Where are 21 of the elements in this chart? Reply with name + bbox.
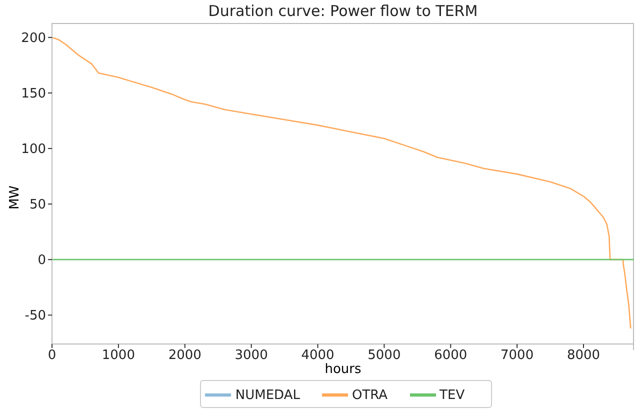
x-tick-label: 5000 — [368, 348, 401, 364]
legend-label: NUMEDAL — [235, 388, 300, 403]
y-tick-label: 200 — [21, 31, 46, 46]
x-tick-label: 8000 — [566, 348, 600, 364]
x-tick-label: 6000 — [434, 348, 468, 364]
legend-label: OTRA — [352, 388, 388, 403]
y-tick-label: 0 — [38, 253, 46, 268]
y-tick-label: -50 — [24, 308, 46, 324]
legend-label: TEV — [440, 388, 465, 403]
x-tick-label: 1000 — [102, 348, 135, 364]
y-tick-label: 100 — [21, 142, 46, 158]
x-axis-title: hours — [324, 362, 362, 377]
y-tick-label: 150 — [21, 86, 46, 102]
x-tick-label: 7000 — [500, 348, 534, 364]
y-tick-label: 50 — [29, 198, 46, 213]
x-tick-label: 0 — [48, 348, 56, 364]
y-axis-title: MW — [8, 184, 22, 212]
x-tick-label: 4000 — [301, 348, 334, 364]
x-tick-label: 3000 — [234, 348, 268, 364]
chart-title: Duration curve: Power flow to TERM — [207, 2, 479, 20]
x-tick-label: 2000 — [168, 348, 202, 364]
